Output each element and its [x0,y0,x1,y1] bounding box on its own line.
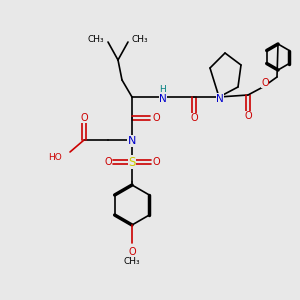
Text: O: O [261,78,269,88]
Text: O: O [128,247,136,257]
Text: O: O [190,113,198,123]
Text: O: O [80,113,88,123]
Text: O: O [152,113,160,123]
Text: CH₃: CH₃ [87,35,104,44]
Text: N: N [216,94,224,104]
Text: CH₃: CH₃ [124,256,140,266]
Text: O: O [152,157,160,167]
Text: N: N [159,94,167,104]
Text: O: O [244,111,252,121]
Text: HO: HO [48,152,62,161]
Text: O: O [104,157,112,167]
Text: H: H [159,85,165,94]
Text: CH₃: CH₃ [132,35,148,44]
Text: S: S [128,155,136,169]
Text: N: N [128,136,136,146]
